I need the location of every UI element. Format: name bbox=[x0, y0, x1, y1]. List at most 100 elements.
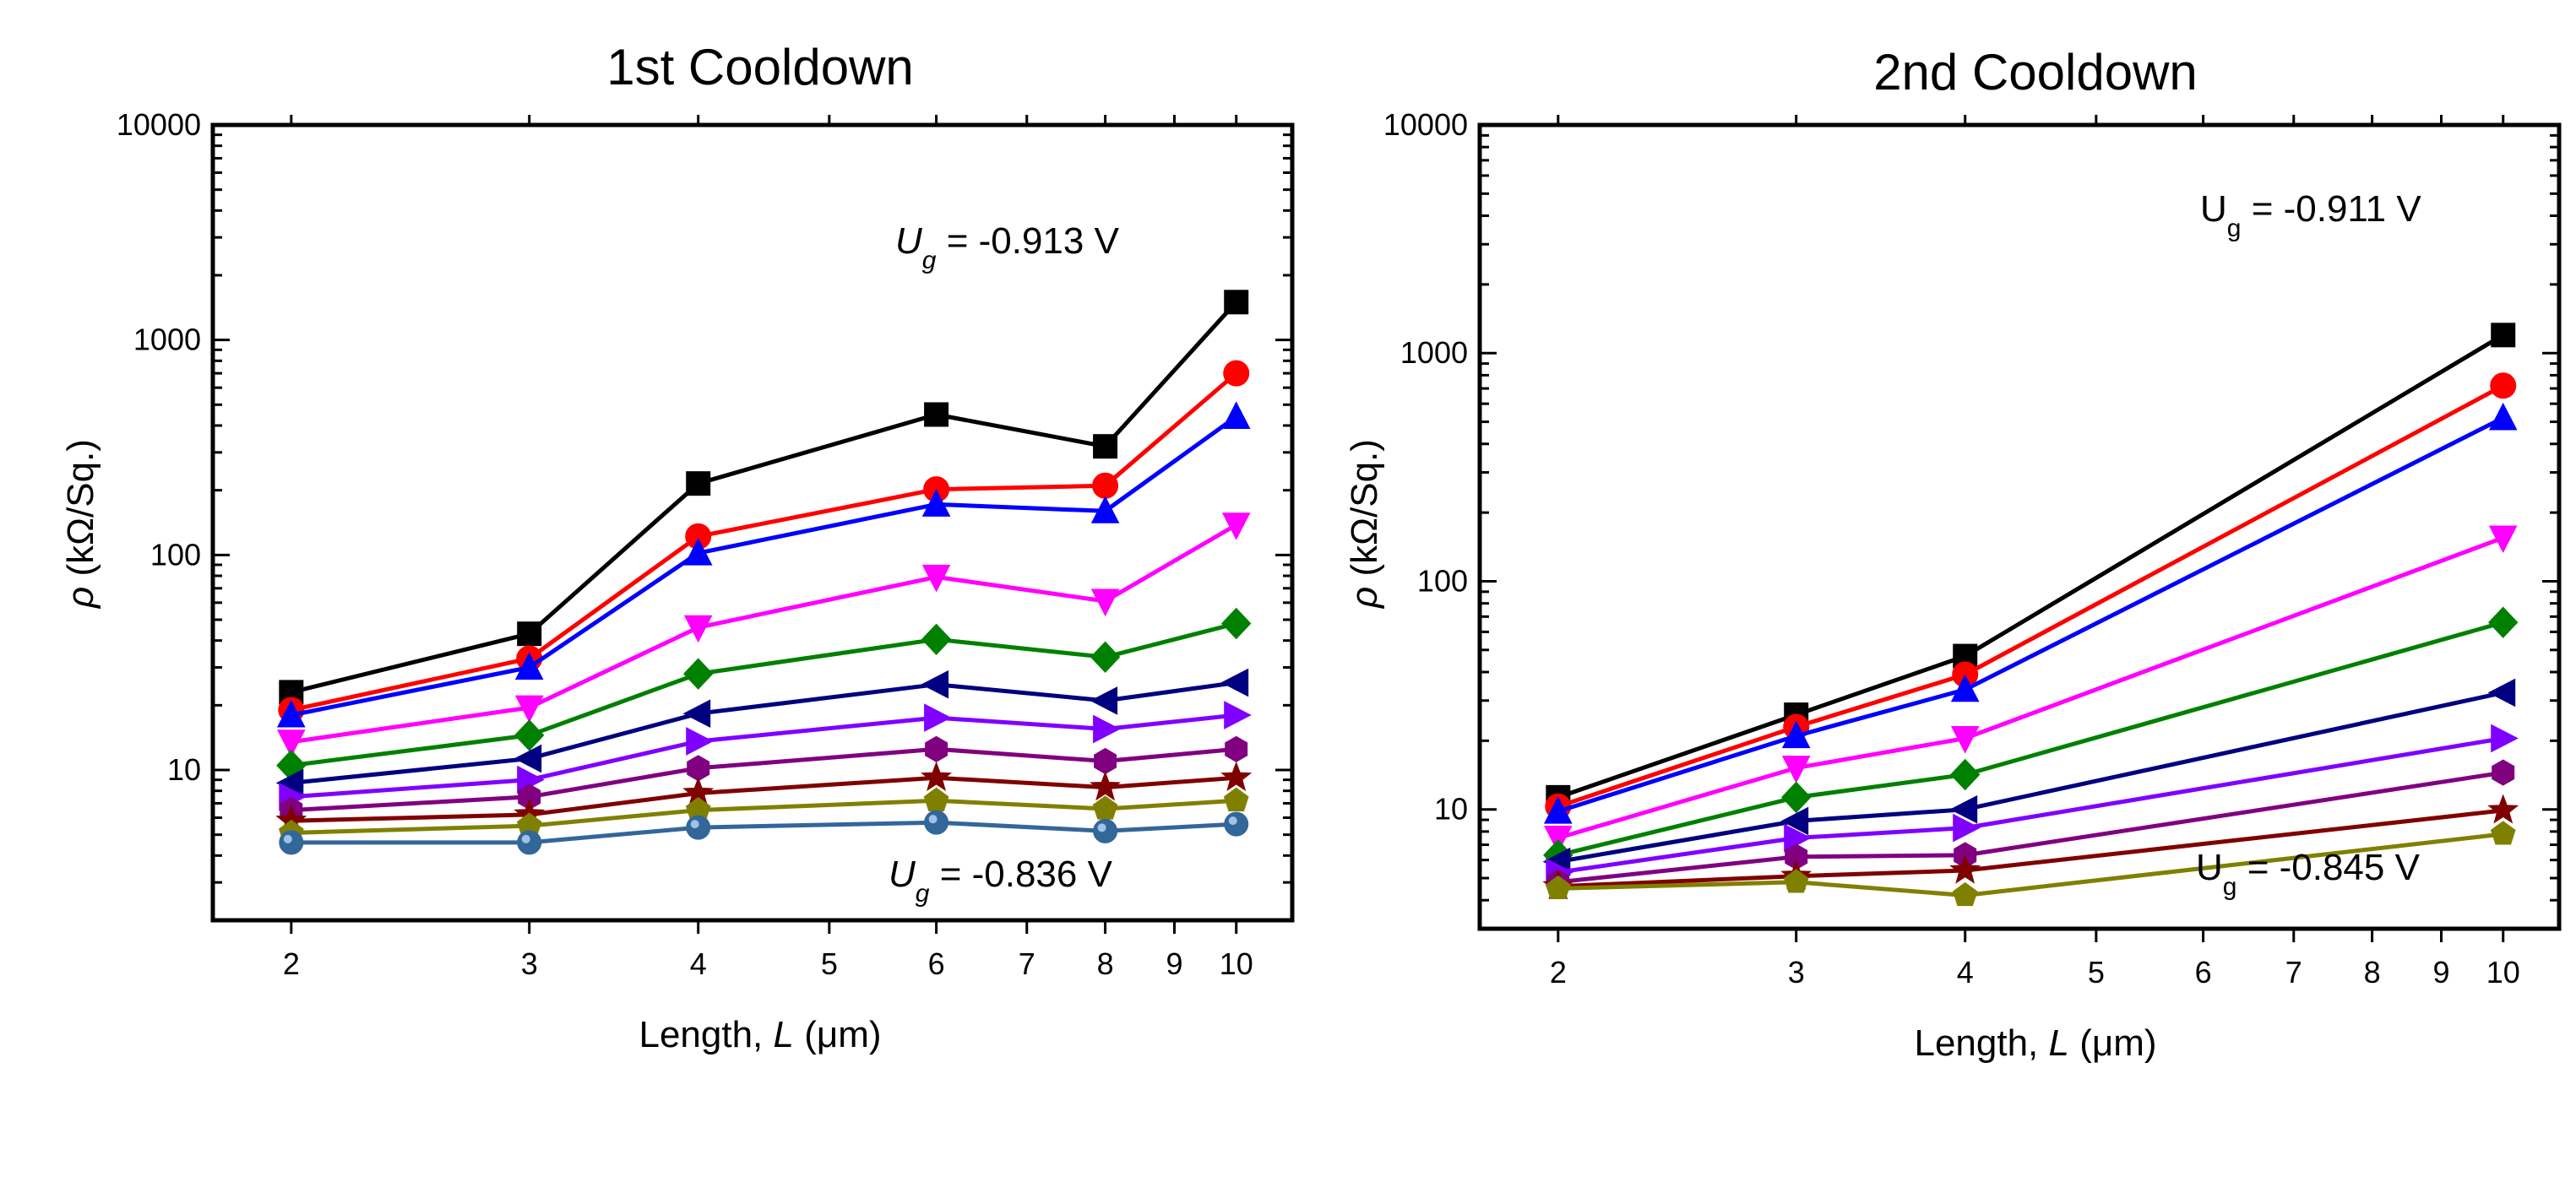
chart-title: 1st Cooldown bbox=[606, 39, 914, 95]
data-point-s2-marker bbox=[2490, 372, 2517, 399]
annotation-value: = -0.913 V bbox=[936, 220, 1119, 262]
data-point-s7-marker bbox=[924, 703, 952, 732]
data-point-s4-marker bbox=[2488, 525, 2518, 554]
y-axis-label: ρ (kΩ/Sq.) bbox=[60, 439, 101, 610]
y-tick-label: 10 bbox=[167, 752, 201, 787]
annotation-var: U bbox=[2196, 847, 2223, 888]
x-tick-label: 10 bbox=[2486, 955, 2520, 990]
data-point-s5-marker bbox=[683, 658, 714, 690]
data-point-s3-marker bbox=[683, 538, 713, 566]
annotation-subscript: g bbox=[916, 880, 930, 908]
x-ticks bbox=[1557, 115, 2505, 942]
data-point-s5-marker bbox=[1221, 607, 1252, 640]
x-axis-label-unit: (μm) bbox=[2069, 1022, 2157, 1064]
data-point-s5-marker bbox=[1090, 641, 1121, 674]
chart-title: 2nd Cooldown bbox=[1873, 44, 2198, 100]
data-point-s1-marker bbox=[686, 471, 711, 496]
plot-frame bbox=[210, 122, 1295, 923]
x-tick-label: 6 bbox=[2195, 955, 2212, 990]
y-axis-label-unit: (kΩ/Sq.) bbox=[60, 439, 101, 587]
data-point-s11-marker bbox=[1093, 818, 1118, 843]
series-line-s9 bbox=[291, 775, 1236, 823]
x-axis-label-var: L bbox=[774, 1014, 794, 1055]
data-point-s6-marker bbox=[1220, 668, 1249, 697]
y-tick-label: 1000 bbox=[1400, 335, 1468, 370]
annotation-var: U bbox=[895, 220, 922, 262]
annotation-var: U bbox=[889, 854, 916, 895]
data-point-s9-marker bbox=[1090, 771, 1122, 801]
x-tick-label: 2 bbox=[283, 946, 300, 981]
series-line-s1 bbox=[291, 301, 1238, 695]
series-line-s1 bbox=[1557, 333, 2504, 800]
data-point-s4-marker bbox=[1543, 826, 1573, 854]
series-line-s8 bbox=[1557, 770, 2504, 885]
y-ticks bbox=[213, 123, 1292, 922]
x-tick-label: 7 bbox=[2285, 955, 2302, 990]
x-axis-label-prefix: Length, bbox=[1914, 1022, 2048, 1064]
data-point-s10-marker bbox=[1223, 787, 1249, 811]
series-line-s3 bbox=[1557, 415, 2504, 814]
data-point-s11-marker-highlight bbox=[283, 834, 292, 843]
series-line-s10 bbox=[1557, 832, 2503, 897]
data-point-s5-marker bbox=[514, 719, 545, 751]
data-point-s3-marker bbox=[2488, 402, 2518, 431]
data-point-s8-marker bbox=[925, 735, 948, 762]
data-point-s10-marker bbox=[1952, 881, 1978, 907]
series-line-s6 bbox=[291, 680, 1237, 785]
data-point-s11-marker-highlight bbox=[1228, 816, 1237, 826]
data-point-s11-marker-highlight bbox=[690, 820, 699, 829]
data-point-s10-marker bbox=[923, 787, 949, 811]
series-line-s6 bbox=[1557, 690, 2504, 865]
data-point-s4-marker bbox=[1950, 726, 1980, 754]
annotation-subscript: g bbox=[922, 247, 937, 274]
data-point-s11-marker-highlight bbox=[1097, 823, 1106, 832]
data-point-s7-marker bbox=[2491, 724, 2519, 753]
chart-panel-2: 2nd Cooldown 10 100 1000 10000 2 3 4 5 6 7 8 9 10 Ug =… bbox=[1344, 44, 2562, 1064]
series-line-s2 bbox=[291, 371, 1238, 713]
data-point-s4-marker bbox=[1781, 756, 1811, 783]
series-line-s5 bbox=[291, 621, 1237, 768]
data-point-s8-marker bbox=[1225, 735, 1248, 762]
x-tick-label: 9 bbox=[2432, 955, 2449, 990]
y-tick-label: 10000 bbox=[1383, 107, 1468, 142]
data-point-s1-marker bbox=[1224, 290, 1249, 315]
data-point-s3-marker bbox=[1543, 796, 1573, 824]
data-point-s2-marker bbox=[1092, 472, 1119, 499]
data-point-s10-marker bbox=[1783, 869, 1809, 893]
annotation-var: U bbox=[2200, 188, 2227, 230]
series-line-s3 bbox=[291, 415, 1238, 718]
y-tick-label: 1000 bbox=[133, 323, 201, 357]
x-tick-label: 3 bbox=[1788, 955, 1805, 990]
chart-panel-1: 1st Cooldown 10 100 1000 10000 2 3 4 5 6 7 8 9 10 Ug =… bbox=[60, 39, 1295, 1055]
series-line-s8 bbox=[291, 746, 1236, 813]
series-line-s10 bbox=[291, 798, 1236, 835]
data-point-s3-marker bbox=[921, 489, 951, 517]
data-point-s5-marker bbox=[921, 623, 952, 656]
x-axis-label: Length, L (μm) bbox=[1914, 1022, 2156, 1064]
data-point-s6-marker bbox=[1949, 794, 1978, 824]
y-ticks bbox=[1480, 123, 2559, 930]
annotation-bottom: Ug = -0.836 V bbox=[889, 854, 1113, 908]
data-point-s1-marker bbox=[517, 621, 542, 647]
data-point-s9-marker bbox=[1949, 854, 1981, 884]
data-point-s6-marker bbox=[1780, 806, 1809, 836]
x-tick-label: 6 bbox=[928, 946, 945, 981]
data-point-s6-marker bbox=[514, 744, 542, 773]
data-point-s7-marker bbox=[1093, 714, 1121, 744]
data-point-s11-marker bbox=[924, 810, 949, 835]
series-line-s9 bbox=[1557, 808, 2503, 889]
x-tick-label: 5 bbox=[2088, 955, 2105, 990]
data-point-s8-marker bbox=[1094, 747, 1117, 775]
x-tick-label: 7 bbox=[1019, 946, 1035, 981]
data-point-s7-marker bbox=[1224, 701, 1252, 729]
data-point-s5-marker bbox=[1781, 781, 1812, 814]
x-tick-label: 3 bbox=[521, 946, 538, 981]
y-tick-label: 10000 bbox=[117, 107, 201, 142]
data-point-s3-marker bbox=[276, 699, 306, 728]
data-point-s6-marker bbox=[921, 670, 949, 699]
data-point-s5-marker bbox=[1950, 758, 1981, 791]
plot-frame bbox=[1477, 122, 2562, 931]
data-point-s1-marker bbox=[2491, 323, 2516, 348]
data-point-s11-marker bbox=[517, 830, 542, 855]
series-line-s11 bbox=[291, 820, 1236, 845]
